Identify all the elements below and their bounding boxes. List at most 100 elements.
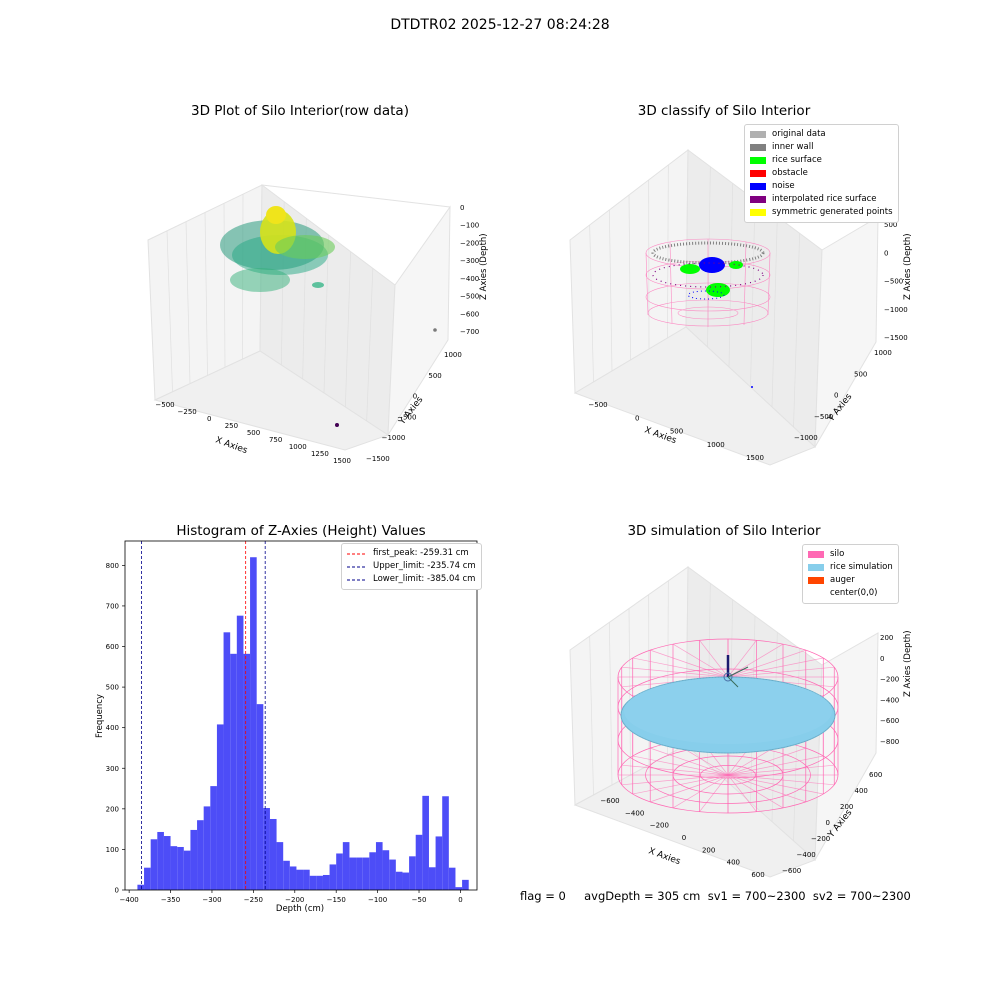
simulation-legend-entry: rice simulation	[808, 561, 893, 574]
histogram-bar	[283, 860, 290, 890]
histogram-x-tick-label: 0	[458, 896, 462, 904]
histogram-y-axis-label: Frequency	[95, 694, 105, 738]
silo-floor-spoke	[699, 774, 729, 812]
raw-z-tick-label: 0	[460, 204, 464, 212]
histogram-y-tick-label: 500	[106, 684, 119, 692]
histogram-bar	[455, 887, 463, 890]
histogram-y-tick-label: 400	[106, 724, 119, 732]
simulation-legend-label: silo	[830, 549, 845, 559]
histogram-bar	[356, 857, 363, 890]
silo-roof-spoke	[621, 666, 729, 678]
classify-legend-swatch	[750, 157, 766, 164]
histogram-bar	[276, 842, 284, 890]
simulation-z-tick-label: −800	[880, 738, 899, 746]
classify-y-tick-label: 1000	[874, 349, 892, 357]
histogram-bar	[409, 856, 416, 890]
silo-floor-spoke	[727, 774, 835, 786]
raw-z-tick-label: −400	[460, 275, 479, 283]
simulation-rice-surface	[620, 676, 836, 754]
raw-z-tick-label: −500	[460, 293, 479, 301]
gridline	[344, 251, 352, 408]
classify-legend-swatch	[750, 209, 766, 216]
silo-floor-spoke	[727, 774, 757, 812]
simulation-legend-label: center(0,0)	[830, 588, 878, 598]
classify-z-tick-label: 500	[884, 221, 897, 229]
histogram-y-tick-label: 600	[106, 643, 119, 651]
classify-legend-label: symmetric generated points	[772, 207, 893, 217]
gridline	[667, 164, 669, 339]
silo-roof-spoke	[672, 643, 729, 678]
classify-legend-swatch	[750, 196, 766, 203]
simulation-auger	[723, 655, 749, 688]
classify-z-ticks: 500 0 −500 −1000 −1500	[884, 221, 908, 342]
histogram-bar	[197, 820, 204, 890]
classify-z-tick-label: −500	[884, 278, 903, 286]
histogram-x-tick-label: −150	[327, 896, 346, 904]
gridline	[185, 221, 191, 384]
classify-legend-label: rice surface	[772, 155, 822, 165]
status-line: flag = 0 avgDepth = 305 cm sv1 = 700~230…	[520, 889, 911, 903]
silo-roof-spoke	[727, 666, 835, 678]
histogram-x-axis-label: Depth (cm)	[276, 904, 324, 914]
histogram-bar	[216, 724, 224, 890]
silo-floor-spoke	[632, 774, 729, 795]
simulation-z-axis-label: Z Axies (Depth)	[903, 630, 913, 697]
raw-y-tick-label: −1000	[382, 434, 406, 442]
histogram-bar	[183, 850, 191, 890]
classify-legend-entry: obstacle	[750, 167, 893, 180]
classify-legend-label: original data	[772, 129, 826, 139]
silo-floor-spoke	[727, 755, 824, 776]
raw-z-ticks: 0 −100 −200 −300 −400 −500 −600 −700	[460, 204, 479, 336]
classify-z-axis-label: Z Axies (Depth)	[903, 233, 913, 300]
simulation-y-tick-label: 400	[855, 787, 868, 795]
histogram-bar	[163, 836, 171, 890]
simulation-z-tick-label: −200	[880, 676, 899, 684]
histogram-plot: −400 −350 −300 −250 −200 −150 −100 −50 0 0 100 200…	[95, 540, 478, 914]
raw-gridlines	[166, 194, 374, 422]
silo-floor-spoke	[650, 774, 729, 803]
simulation-panel-title: 3D simulation of Silo Interior	[627, 523, 821, 539]
classify-y-tick-label: −1000	[794, 434, 818, 442]
histogram-bar	[395, 871, 403, 890]
histogram-legend-entry: Upper_limit: -235.74 cm	[347, 560, 476, 573]
histogram-bar	[448, 867, 456, 890]
histogram-bar	[223, 632, 231, 890]
silo-floor-spoke	[727, 764, 835, 776]
classify-legend-swatch	[750, 183, 766, 190]
raw-x-tick-label: 500	[247, 429, 260, 437]
classify-x-tick-label: −500	[588, 401, 607, 409]
histogram-bar	[342, 842, 350, 890]
raw-y-tick-label: 500	[428, 372, 441, 380]
histogram-bar	[382, 850, 390, 890]
simulation-legend-label: auger	[830, 575, 855, 585]
histogram-bar	[322, 874, 330, 890]
histogram-x-tick-label: −200	[285, 896, 304, 904]
histogram-bars	[137, 557, 469, 890]
raw-panel-title: 3D Plot of Silo Interior(row data)	[191, 103, 409, 119]
histogram-x-tick-label: −400	[120, 896, 139, 904]
silo-floor-spoke	[727, 774, 806, 803]
silo-roof-spoke	[699, 640, 729, 678]
silo-roof-spoke	[727, 640, 757, 678]
histogram-bar	[230, 653, 237, 890]
classify-panel-title: 3D classify of Silo Interior	[637, 103, 811, 119]
histogram-bar	[316, 875, 323, 890]
histogram-axes-frame	[124, 540, 478, 891]
raw-x-axis-label: X Axies	[214, 435, 249, 456]
classify-z-tick-label: 0	[884, 249, 888, 257]
simulation-legend-swatch	[808, 564, 824, 571]
gridline	[750, 199, 756, 388]
simulation-x-tick-label: −600	[600, 797, 619, 805]
classify-interpolated-surface-points	[652, 262, 764, 288]
simulation-z-tick-label: −600	[880, 717, 899, 725]
gridline	[608, 622, 613, 786]
silo-roof-spoke	[632, 657, 729, 678]
silo-roof-spoke	[650, 649, 729, 678]
histogram-y-tick-label: 300	[106, 765, 119, 773]
simulation-y-tick-label: 200	[840, 803, 853, 811]
histogram-bar	[329, 864, 337, 890]
histogram-bar	[442, 796, 449, 890]
histogram-marker-lines	[141, 541, 266, 890]
histogram-y-tick-label: 200	[106, 805, 119, 813]
